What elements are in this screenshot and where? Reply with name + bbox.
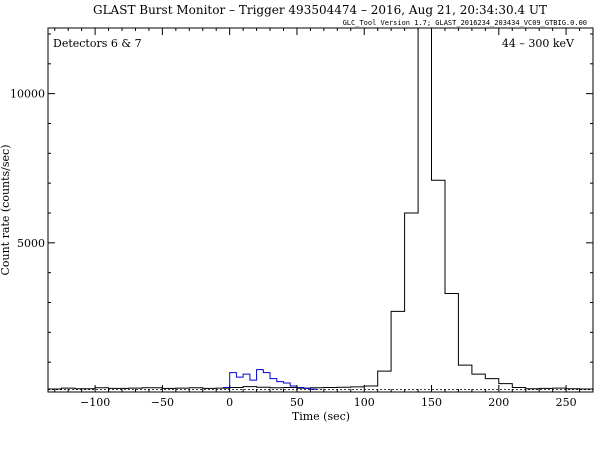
axis-ticks: −100 −50 0 50 100 150 200 250 5000 10000 xyxy=(10,28,594,409)
y-tick-label: 5000 xyxy=(17,237,45,250)
y-tick-label: 10000 xyxy=(10,88,45,101)
annotation-energy-range: 44 – 300 keV xyxy=(502,37,575,50)
source-interval-step-series xyxy=(222,369,318,390)
x-axis-label: Time (sec) xyxy=(292,410,350,423)
x-tick-label: 150 xyxy=(421,396,442,409)
x-tick-label: 100 xyxy=(354,396,375,409)
plot-frame xyxy=(47,27,594,393)
x-tick-label: −100 xyxy=(80,396,110,409)
x-tick-label: −50 xyxy=(151,396,174,409)
lightcurve-step-series xyxy=(48,28,593,390)
annotation-detectors: Detectors 6 & 7 xyxy=(53,37,142,50)
x-tick-label: 200 xyxy=(488,396,509,409)
y-axis-label: Count rate (counts/sec) xyxy=(0,145,12,276)
x-tick-label: 0 xyxy=(226,396,233,409)
chart-title: GLAST Burst Monitor – Trigger 493504474 … xyxy=(93,3,547,17)
x-tick-label: 250 xyxy=(556,396,577,409)
chart-subtitle: GLC_Tool Version 1.7; GLAST_2016234_2034… xyxy=(343,19,587,27)
x-tick-label: 50 xyxy=(290,396,304,409)
plot-area xyxy=(48,28,593,391)
